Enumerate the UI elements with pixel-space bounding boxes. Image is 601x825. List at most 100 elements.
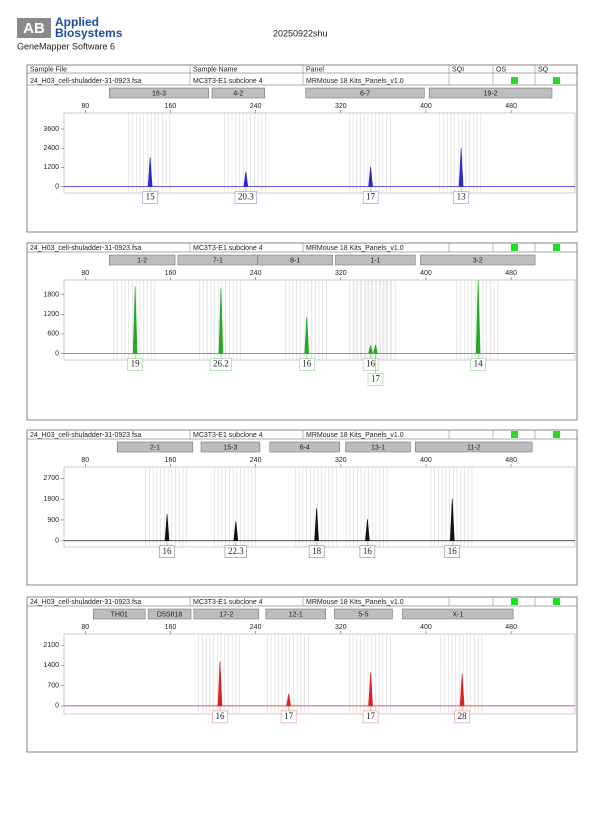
- allele-box: [453, 191, 469, 204]
- allele-box: [367, 373, 384, 386]
- allele-box: [209, 358, 233, 371]
- marker-range: [420, 254, 536, 266]
- status-ok: [553, 244, 560, 251]
- panel-name: MRMouse 18 Kits_Panels_v1.0: [306, 78, 404, 85]
- x-tick-label: 240: [250, 457, 262, 464]
- x-tick-label: 400: [420, 624, 432, 631]
- marker-range: [345, 441, 411, 453]
- allele-label: 17: [371, 374, 381, 384]
- x-tick-label: 160: [165, 270, 177, 277]
- report-title: 20250922shu: [273, 28, 328, 38]
- plot-frame: [63, 633, 576, 715]
- allele-box: [444, 545, 461, 559]
- sample-file: 24_H03_cell-shuladder-31-0923.fsa: [30, 599, 141, 606]
- y-tick-label: 2700: [43, 475, 59, 482]
- marker-name: 11-2: [467, 444, 481, 451]
- allele-box: [127, 358, 143, 371]
- x-tick-label: 400: [420, 457, 432, 464]
- x-tick-label: 160: [165, 624, 177, 631]
- allele-label: 16: [448, 546, 458, 556]
- panel-box: [26, 242, 578, 421]
- marker-range: [428, 87, 553, 99]
- y-tick-label: 1400: [43, 662, 59, 669]
- marker-name: TH01: [111, 611, 128, 618]
- allele-label: 16: [302, 359, 312, 369]
- peak: [475, 279, 481, 354]
- marker-name: D5S818: [157, 611, 182, 618]
- allele-label: 13: [457, 192, 467, 202]
- allele-box: [224, 545, 247, 559]
- peak: [314, 507, 319, 542]
- y-tick-label: 0: [55, 350, 59, 357]
- sample-name: MC3T3-E1 subclone 4: [193, 245, 263, 252]
- peak: [132, 286, 138, 354]
- marker-range: [335, 254, 416, 266]
- allele-box: [454, 710, 470, 724]
- marker-name: 18-3: [152, 90, 166, 97]
- x-tick-label: 320: [335, 270, 347, 277]
- peak: [449, 498, 455, 542]
- allele-box: [362, 358, 379, 371]
- sample-name: MC3T3-E1 subclone 4: [193, 599, 263, 606]
- allele-box: [308, 545, 325, 559]
- panel-box: [26, 596, 578, 753]
- panel-box: [26, 429, 578, 586]
- allele-box: [280, 710, 297, 724]
- column-header: SQI: [452, 66, 464, 73]
- sample-name: MC3T3-E1 subclone 4: [193, 78, 263, 85]
- allele-box: [359, 545, 376, 559]
- allele-label: 16: [363, 546, 373, 556]
- sample-name: MC3T3-E1 subclone 4: [193, 432, 263, 439]
- marker-name: 6-7: [360, 90, 370, 97]
- column-header: Sample File: [30, 66, 67, 73]
- marker-range: [108, 254, 176, 266]
- peak: [233, 521, 239, 542]
- allele-box: [470, 358, 486, 371]
- y-tick-label: 1200: [43, 311, 59, 318]
- x-tick-label: 320: [335, 624, 347, 631]
- sample-file: 24_H03_cell-shuladder-31-0923.fsa: [30, 78, 141, 85]
- y-tick-label: 3600: [43, 126, 59, 133]
- peak: [365, 519, 370, 542]
- plot-frame: [63, 112, 576, 194]
- allele-label: 20.3: [238, 192, 254, 202]
- marker-name: 17-2: [219, 611, 233, 618]
- x-tick-label: 400: [420, 270, 432, 277]
- marker-range: [334, 608, 393, 620]
- status-ok: [511, 77, 518, 84]
- allele-box: [234, 191, 257, 204]
- allele-label: 22.3: [228, 546, 244, 556]
- x-tick-label: 320: [335, 103, 347, 110]
- x-tick-label: 160: [165, 103, 177, 110]
- allele-box: [159, 545, 175, 559]
- allele-box: [298, 358, 315, 371]
- sample-file: 24_H03_cell-shuladder-31-0923.fsa: [30, 245, 141, 252]
- peak: [373, 344, 378, 354]
- marker-range: [147, 608, 192, 620]
- status-ok: [511, 244, 518, 251]
- marker-range: [193, 608, 260, 620]
- x-tick-label: 480: [505, 624, 517, 631]
- allele-box: [362, 710, 379, 724]
- x-tick-label: 80: [81, 270, 89, 277]
- marker-name: X-1: [452, 611, 463, 618]
- y-tick-label: 0: [55, 538, 59, 545]
- allele-label: 15: [146, 192, 156, 202]
- marker-name: 15-3: [223, 444, 237, 451]
- marker-range: [211, 87, 266, 99]
- allele-label: 17: [366, 711, 376, 721]
- status-ok: [511, 598, 518, 605]
- marker-name: 4-2: [233, 90, 243, 97]
- status-ok: [553, 77, 560, 84]
- marker-range: [265, 608, 326, 620]
- x-tick-label: 480: [505, 103, 517, 110]
- column-header: SQ: [538, 66, 549, 73]
- plot-frame: [63, 279, 576, 361]
- marker-range: [108, 87, 210, 99]
- marker-range: [402, 608, 514, 620]
- marker-range: [200, 441, 261, 453]
- column-header: Sample Name: [193, 66, 237, 73]
- allele-label: 17: [366, 192, 376, 202]
- allele-label: 16: [215, 711, 225, 721]
